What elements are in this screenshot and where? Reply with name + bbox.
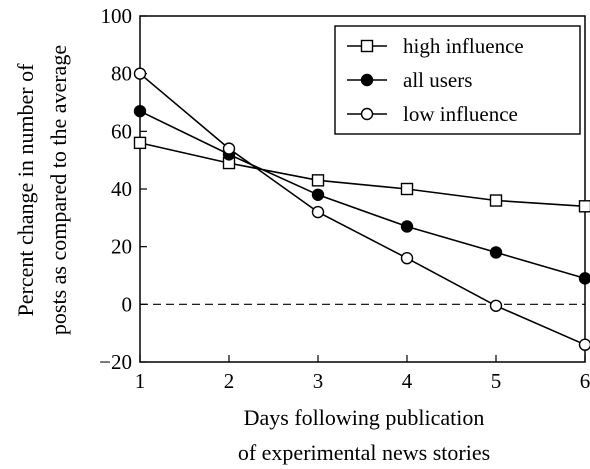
x-tick-label: 2 bbox=[224, 369, 235, 393]
data-point-low-influence bbox=[578, 338, 590, 351]
data-point-high-influence bbox=[578, 200, 590, 213]
y-tick-label: 80 bbox=[111, 62, 132, 86]
y-tick-label: 40 bbox=[111, 177, 132, 201]
legend-marker-low-influence bbox=[360, 107, 374, 121]
data-point-high-influence bbox=[311, 174, 325, 187]
series-line-all-users bbox=[139, 110, 586, 280]
legend: high influence all users low influence bbox=[334, 25, 581, 135]
legend-marker-high-influence bbox=[360, 39, 374, 53]
data-point-low-influence bbox=[222, 142, 236, 155]
data-point-all-users bbox=[489, 246, 503, 259]
y-tick-label: 60 bbox=[111, 119, 132, 143]
data-point-all-users bbox=[400, 220, 414, 233]
plot-area: −20 0 20 40 60 80 100 1 2 3 4 5 6 bbox=[99, 4, 590, 393]
x-axis-title-line-1: Days following publication bbox=[244, 405, 485, 430]
legend-marker-all-users bbox=[360, 73, 374, 87]
x-tick-label: 3 bbox=[313, 369, 324, 393]
x-axis-title-line-2: of experimental news stories bbox=[238, 440, 490, 465]
series-line-low-influence bbox=[139, 73, 586, 346]
data-point-high-influence bbox=[133, 136, 147, 150]
data-point-low-influence bbox=[400, 252, 414, 265]
y-axis-title: Percent change in number of posts as com… bbox=[13, 45, 71, 335]
x-tick-label: 1 bbox=[135, 369, 146, 393]
y-tick-label: 0 bbox=[122, 292, 133, 316]
x-axis-title: Days following publication of experiment… bbox=[238, 405, 490, 465]
x-tick-label: 5 bbox=[491, 369, 502, 393]
x-tick-label: 4 bbox=[402, 369, 413, 393]
legend-label-high-influence: high influence bbox=[403, 34, 524, 58]
data-point-all-users bbox=[578, 272, 590, 285]
data-point-high-influence bbox=[489, 194, 503, 207]
y-tick-label: 100 bbox=[101, 4, 133, 28]
y-axis-title-line-1: Percent change in number of bbox=[13, 63, 38, 317]
y-tick-label: −20 bbox=[99, 350, 132, 374]
data-point-all-users bbox=[133, 104, 147, 118]
legend-label-low-influence: low influence bbox=[403, 102, 518, 126]
series-line-high-influence bbox=[139, 142, 586, 208]
x-tick-label: 6 bbox=[580, 369, 590, 393]
y-axis-title-line-2: posts as compared to the average bbox=[46, 45, 71, 335]
data-point-low-influence bbox=[133, 67, 147, 80]
data-point-low-influence bbox=[311, 205, 325, 219]
data-point-high-influence bbox=[400, 182, 414, 196]
data-point-all-users bbox=[311, 188, 325, 201]
y-tick-label: 20 bbox=[111, 235, 132, 259]
legend-label-all-users: all users bbox=[403, 68, 472, 92]
data-point-low-influence bbox=[489, 299, 503, 312]
